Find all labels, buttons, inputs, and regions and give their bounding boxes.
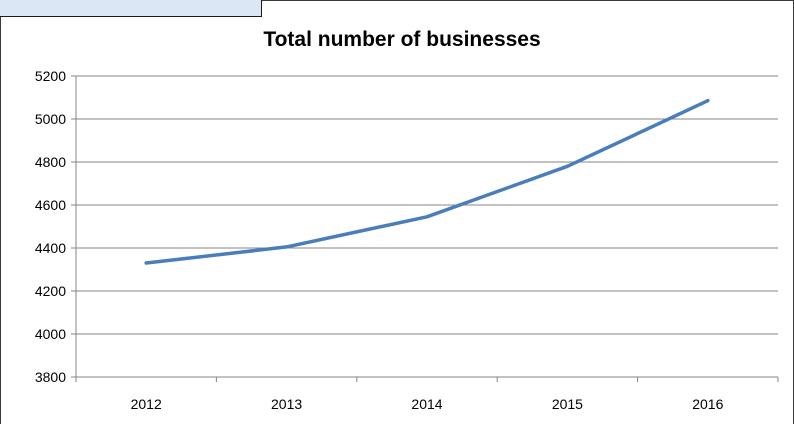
- x-tick-label: 2015: [552, 396, 583, 412]
- data-point: [144, 261, 148, 265]
- chart-frame-left: [0, 17, 1, 424]
- y-axis-tick-labels: 3800 4000 4200 4400 4600 4800 5000 5200: [35, 68, 66, 385]
- x-axis-tick-labels: 2012 2013 2014 2015 2016: [131, 396, 724, 412]
- series-layer: [144, 98, 710, 265]
- x-tick-label: 2014: [411, 396, 442, 412]
- data-point: [285, 245, 289, 249]
- x-tick-label: 2016: [692, 396, 723, 412]
- y-tick-label: 3800: [35, 369, 66, 385]
- data-point: [706, 99, 710, 103]
- series-line: [144, 98, 710, 265]
- gridlines: [71, 75, 778, 378]
- x-tick-label: 2013: [271, 396, 302, 412]
- y-tick-label: 5200: [35, 68, 66, 84]
- y-tick-label: 4400: [35, 240, 66, 256]
- data-point: [565, 164, 569, 168]
- x-tick-label: 2012: [131, 396, 162, 412]
- y-tick-label: 4000: [35, 326, 66, 342]
- chart-title: Total number of businesses: [263, 28, 540, 51]
- chart-frame-top: [262, 0, 794, 1]
- x-axis: [75, 76, 779, 382]
- spreadsheet-cell[interactable]: [0, 0, 262, 17]
- y-tick-label: 4200: [35, 283, 66, 299]
- y-tick-label: 5000: [35, 111, 66, 127]
- y-tick-label: 4800: [35, 154, 66, 170]
- data-point: [425, 215, 429, 219]
- y-tick-label: 4600: [35, 197, 66, 213]
